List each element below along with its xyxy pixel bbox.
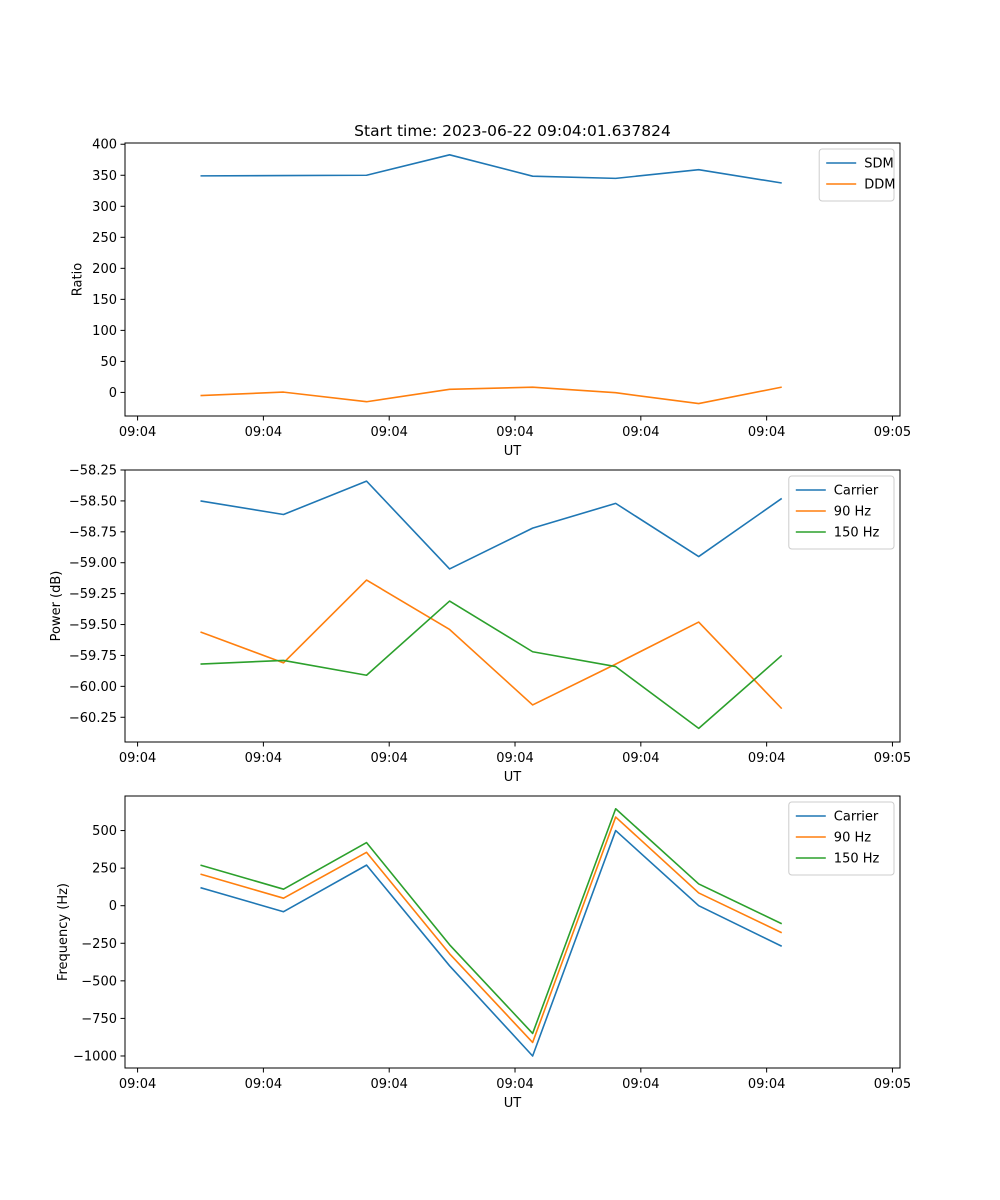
chart-1-legend-label-90-hz: 90 Hz xyxy=(834,505,871,520)
chart-1-x-tick-label: 09:04 xyxy=(748,751,785,766)
chart-0-y-tick-label: 150 xyxy=(92,293,117,308)
chart-0-axes-frame xyxy=(124,142,901,417)
chart-1-x-axis-label: UT xyxy=(504,770,522,785)
chart-1-x-tick-label: 09:05 xyxy=(874,751,911,766)
chart-2-x-tick-label: 09:05 xyxy=(874,1077,911,1092)
chart-0-x-tick-label: 09:04 xyxy=(370,425,407,440)
chart-2-y-tick-label: −1000 xyxy=(73,1049,117,1064)
chart-0-series-ddm-line xyxy=(200,386,782,405)
ratio-panel: 09:04 09:04 09:04 09:04 09:04 09:04 09:05 0 50 10… xyxy=(70,138,911,459)
chart-0-y-tick-label: 250 xyxy=(92,231,117,246)
figure-title: Start time: 2023-06-22 09:04:01.637824 xyxy=(354,122,671,140)
chart-0-x-tick-label: 09:04 xyxy=(496,425,533,440)
chart-2-y-tick-label: −250 xyxy=(81,937,117,952)
chart-0-x-axis-label: UT xyxy=(504,444,522,459)
chart-2-x-tick-label: 09:04 xyxy=(748,1077,785,1092)
chart-0-legend-label-sdm: SDM xyxy=(864,157,893,172)
chart-0-y-tick-label: 300 xyxy=(92,200,117,215)
chart-2-y-tick-label: 500 xyxy=(92,824,117,839)
chart-2-y-tick-label: 0 xyxy=(109,899,117,914)
chart-1-y-tick-label: −58.50 xyxy=(69,494,117,509)
chart-1-legend-label-150-hz: 150 Hz xyxy=(834,526,880,541)
chart-2-y-axis-label: Frequency (Hz) xyxy=(56,883,71,981)
chart-1-y-axis-label: Power (dB) xyxy=(49,571,64,642)
chart-0-legend-label-ddm: DDM xyxy=(864,178,895,193)
chart-2-series-90-hz-line xyxy=(200,816,783,1044)
chart-2-x-axis-label: UT xyxy=(504,1096,522,1111)
chart-2-series-150-hz-line xyxy=(200,807,783,1035)
chart-1-series-150-hz-line xyxy=(200,600,783,730)
chart-2-legend-box xyxy=(788,801,895,876)
chart-2-x-tick-label: 09:04 xyxy=(496,1077,533,1092)
chart-0-y-tick-label: 350 xyxy=(92,169,117,184)
chart-1-y-tick-label: −60.25 xyxy=(69,711,117,726)
chart-2-legend-label-150-hz: 150 Hz xyxy=(834,852,880,867)
chart-0-y-tick-label: 50 xyxy=(100,355,117,370)
chart-1-x-tick-label: 09:04 xyxy=(370,751,407,766)
power-panel: 09:04 09:04 09:04 09:04 09:04 09:04 09:05 −60.2… xyxy=(49,464,911,786)
chart-0-y-tick-label: 400 xyxy=(92,138,117,153)
chart-2-legend-label-90-hz: 90 Hz xyxy=(834,831,871,846)
chart-1-y-tick-label: −58.75 xyxy=(69,525,117,540)
chart-2-x-tick-label: 09:04 xyxy=(245,1077,282,1092)
chart-2-x-tick-label: 09:04 xyxy=(622,1077,659,1092)
chart-1-x-tick-label: 09:04 xyxy=(622,751,659,766)
chart-1-x-tick-label: 09:04 xyxy=(245,751,282,766)
chart-2-series-carrier-line xyxy=(200,829,783,1057)
chart-1-y-tick-label: −59.00 xyxy=(69,556,117,571)
chart-1-x-tick-label: 09:04 xyxy=(496,751,533,766)
chart-1-series-90-hz-line xyxy=(200,579,783,710)
chart-1-y-tick-label: −60.00 xyxy=(69,680,117,695)
chart-0-y-tick-label: 100 xyxy=(92,324,117,339)
chart-0-x-tick-label: 09:05 xyxy=(874,425,911,440)
chart-2-x-tick-label: 09:04 xyxy=(370,1077,407,1092)
chart-0-y-tick-label: 0 xyxy=(109,386,117,401)
chart-2-axes-frame xyxy=(124,795,901,1069)
chart-0-series-sdm-line xyxy=(200,153,782,184)
chart-0-legend-box xyxy=(818,148,895,202)
chart-1-axes-frame xyxy=(124,469,901,743)
chart-2-y-tick-label: 250 xyxy=(92,862,117,877)
chart-1-x-tick-label: 09:04 xyxy=(119,751,156,766)
chart-1-legend-label-carrier: Carrier xyxy=(834,484,879,499)
chart-2-y-tick-label: −500 xyxy=(81,974,117,989)
chart-0-x-tick-label: 09:04 xyxy=(245,425,282,440)
chart-1-y-tick-label: −59.75 xyxy=(69,649,117,664)
chart-2-x-tick-label: 09:04 xyxy=(119,1077,156,1092)
chart-2-legend-label-carrier: Carrier xyxy=(834,810,879,825)
chart-0-x-tick-label: 09:04 xyxy=(119,425,156,440)
chart-1-series-carrier-line xyxy=(200,480,783,570)
chart-1-y-tick-label: −59.50 xyxy=(69,618,117,633)
frequency-panel: 09:04 09:04 09:04 09:04 09:04 09:04 09:05 −1000… xyxy=(56,795,911,1111)
chart-1-y-tick-label: −58.25 xyxy=(69,464,117,479)
chart-1-y-tick-label: −59.25 xyxy=(69,587,117,602)
chart-1-legend-box xyxy=(788,475,895,550)
chart-0-x-tick-label: 09:04 xyxy=(748,425,785,440)
chart-0-y-axis-label: Ratio xyxy=(70,263,85,296)
chart-0-y-tick-label: 200 xyxy=(92,262,117,277)
chart-0-x-tick-label: 09:04 xyxy=(622,425,659,440)
chart-2-y-tick-label: −750 xyxy=(81,1012,117,1027)
